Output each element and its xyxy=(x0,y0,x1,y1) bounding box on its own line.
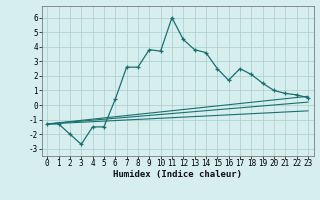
X-axis label: Humidex (Indice chaleur): Humidex (Indice chaleur) xyxy=(113,170,242,179)
